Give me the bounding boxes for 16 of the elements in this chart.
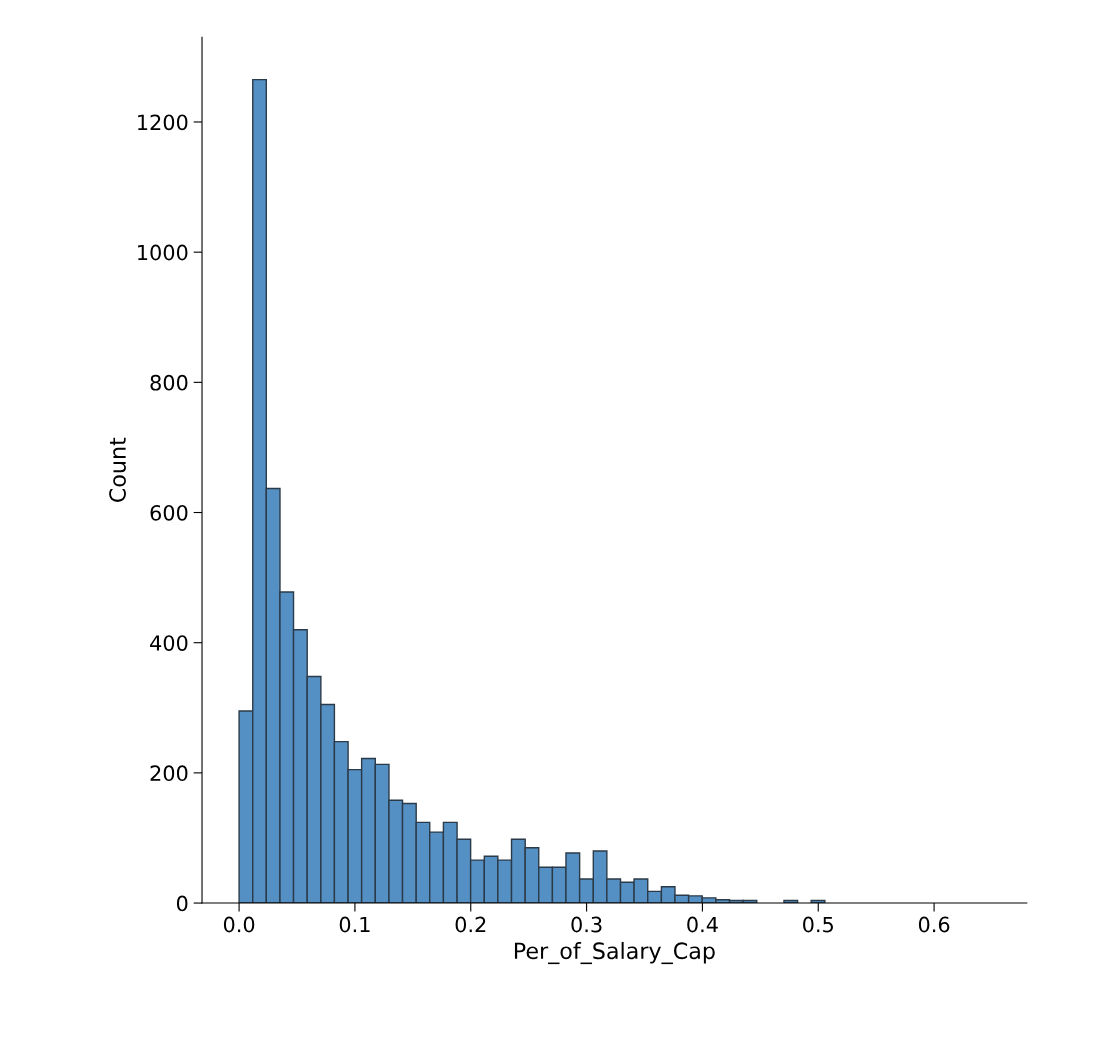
x-axis-title: Per_of_Salary_Cap (514, 941, 715, 965)
x-tick-label: 0.5 (803, 916, 833, 933)
y-tick-label: 600 (150, 504, 188, 521)
y-tick-label: 1000 (138, 244, 188, 261)
x-tick-label: 0.6 (918, 916, 950, 933)
x-tick-label: 0.3 (571, 916, 602, 933)
y-tick-label: 400 (150, 635, 188, 651)
x-tick-label: 0.0 (223, 916, 255, 933)
y-axis-title: Count (109, 437, 126, 502)
x-tick-label: 0.1 (339, 916, 370, 933)
y-tick-label: 1200 (138, 114, 188, 131)
x-tick-label: 0.4 (687, 916, 718, 933)
y-tick-label: 0 (176, 895, 188, 912)
y-tick-label: 200 (150, 765, 188, 782)
y-tick-label: 800 (150, 374, 188, 391)
x-tick-label: 0.2 (455, 916, 486, 933)
